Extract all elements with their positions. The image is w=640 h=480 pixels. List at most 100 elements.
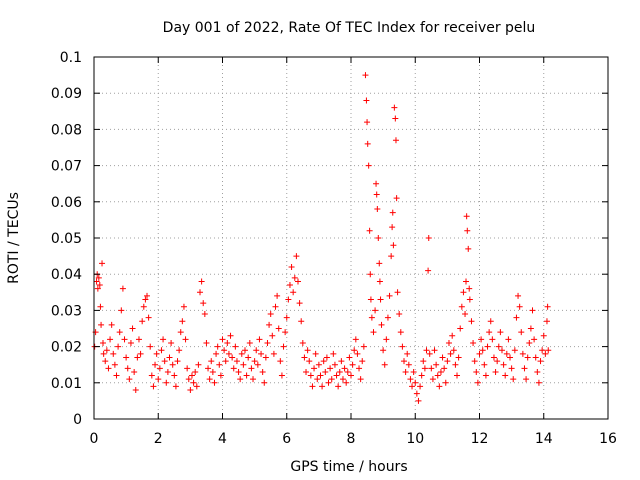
data-point — [487, 318, 494, 325]
data-point — [147, 343, 154, 350]
data-point — [179, 318, 186, 325]
data-point — [113, 372, 120, 379]
data-point — [426, 350, 433, 357]
data-point — [367, 271, 374, 278]
data-point — [348, 372, 354, 379]
data-point — [320, 358, 327, 365]
data-point — [481, 361, 488, 368]
data-point — [543, 318, 550, 325]
data-point — [225, 350, 232, 357]
data-point — [516, 303, 523, 310]
data-point — [494, 358, 501, 365]
data-point — [152, 361, 159, 368]
data-point — [413, 390, 420, 397]
x-tick-label: 4 — [218, 431, 227, 447]
data-point — [253, 347, 260, 354]
data-point — [208, 358, 215, 365]
data-point — [420, 358, 427, 365]
data-point — [185, 376, 192, 383]
data-point — [206, 376, 213, 383]
data-point — [306, 358, 313, 365]
data-point — [418, 372, 425, 379]
y-tick-label: 0.01 — [51, 376, 82, 392]
data-point — [233, 358, 240, 365]
data-point — [115, 343, 122, 350]
data-point — [354, 350, 361, 357]
data-point — [502, 372, 509, 379]
data-point — [323, 354, 330, 361]
data-point — [177, 329, 184, 336]
data-point — [145, 314, 152, 321]
data-point — [155, 376, 162, 383]
data-point — [421, 365, 428, 372]
data-point — [261, 379, 268, 386]
data-point — [278, 372, 285, 379]
data-point — [160, 336, 167, 343]
data-point — [428, 365, 435, 372]
data-point — [531, 336, 538, 343]
data-point — [468, 318, 475, 325]
data-point — [190, 379, 197, 386]
data-point — [374, 206, 381, 213]
data-point — [319, 383, 326, 390]
data-point — [227, 332, 234, 339]
x-axis-label: GPS time / hours — [290, 459, 407, 475]
data-point — [205, 365, 212, 372]
data-point — [349, 361, 356, 368]
data-point — [344, 368, 351, 375]
data-point — [486, 329, 493, 336]
data-point — [201, 311, 208, 318]
data-point — [148, 372, 155, 379]
data-point — [232, 343, 239, 350]
data-point — [425, 267, 432, 274]
data-point — [463, 213, 470, 220]
data-point — [535, 379, 542, 386]
data-point — [515, 292, 522, 299]
data-point — [258, 350, 265, 357]
data-point — [388, 253, 395, 260]
data-point — [466, 296, 473, 303]
data-point — [129, 325, 136, 332]
data-point — [396, 311, 403, 318]
data-point — [293, 253, 300, 260]
data-point — [111, 361, 118, 368]
data-point — [431, 347, 438, 354]
data-point — [465, 245, 472, 252]
data-point — [219, 336, 226, 343]
data-point — [338, 358, 345, 365]
data-point — [489, 336, 496, 343]
data-point — [457, 325, 464, 332]
data-point — [479, 347, 486, 354]
data-point — [331, 361, 338, 368]
data-point — [264, 339, 271, 346]
data-point — [508, 365, 515, 372]
data-point — [423, 347, 430, 354]
data-point — [266, 321, 273, 328]
x-axis-ticks: 0 2 4 6 8 10 12 14 16 — [90, 57, 617, 447]
data-point — [256, 336, 263, 343]
data-point — [368, 314, 375, 321]
data-point — [126, 376, 133, 383]
data-point — [346, 354, 353, 361]
data-point — [235, 368, 242, 375]
data-point — [127, 339, 134, 346]
data-point — [312, 350, 319, 357]
data-point — [474, 379, 481, 386]
data-point — [500, 361, 507, 368]
data-point — [333, 372, 340, 379]
y-tick-label: 0.03 — [51, 303, 82, 319]
data-point — [518, 329, 525, 336]
data-point — [539, 347, 546, 354]
data-point — [250, 376, 257, 383]
data-point — [230, 365, 237, 372]
data-point — [277, 358, 284, 365]
data-point — [519, 350, 526, 357]
data-point — [470, 339, 477, 346]
data-point — [158, 347, 165, 354]
data-point — [372, 307, 379, 314]
data-point — [203, 339, 210, 346]
data-point — [200, 300, 207, 307]
data-point — [237, 376, 244, 383]
data-point — [527, 325, 534, 332]
data-point — [254, 361, 261, 368]
